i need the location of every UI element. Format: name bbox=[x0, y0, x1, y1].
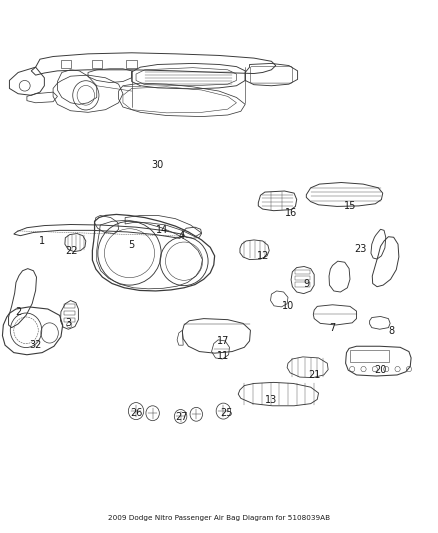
Bar bbox=[350, 351, 389, 362]
Text: 12: 12 bbox=[257, 251, 269, 261]
Text: 2009 Dodge Nitro Passenger Air Bag Diagram for 5108039AB: 2009 Dodge Nitro Passenger Air Bag Diagr… bbox=[108, 514, 330, 521]
Bar bbox=[64, 311, 75, 316]
Text: 30: 30 bbox=[152, 160, 164, 171]
Text: 5: 5 bbox=[128, 240, 135, 250]
Text: 27: 27 bbox=[176, 413, 188, 423]
Text: 1: 1 bbox=[39, 236, 45, 246]
Text: 11: 11 bbox=[217, 351, 230, 361]
Text: 16: 16 bbox=[285, 208, 297, 219]
Text: 3: 3 bbox=[65, 318, 71, 328]
Text: 8: 8 bbox=[389, 326, 395, 336]
Text: 23: 23 bbox=[355, 244, 367, 254]
Text: 20: 20 bbox=[374, 365, 387, 375]
Bar bbox=[294, 270, 310, 274]
Bar bbox=[61, 60, 71, 68]
Bar bbox=[64, 318, 75, 322]
Text: 32: 32 bbox=[29, 340, 42, 350]
Bar bbox=[92, 60, 102, 68]
Text: 14: 14 bbox=[156, 225, 168, 236]
Bar bbox=[64, 304, 75, 309]
Text: 4: 4 bbox=[179, 231, 185, 241]
Text: 13: 13 bbox=[265, 395, 278, 406]
Text: 17: 17 bbox=[217, 336, 230, 346]
Text: 7: 7 bbox=[329, 322, 336, 333]
Text: 21: 21 bbox=[308, 370, 320, 381]
Text: 22: 22 bbox=[66, 246, 78, 255]
Text: 15: 15 bbox=[344, 201, 356, 211]
Bar bbox=[294, 282, 310, 287]
Text: 25: 25 bbox=[220, 408, 233, 418]
Text: 2: 2 bbox=[15, 306, 21, 317]
Text: 10: 10 bbox=[282, 301, 294, 311]
Text: 9: 9 bbox=[303, 279, 309, 288]
Bar bbox=[127, 60, 137, 68]
Text: 26: 26 bbox=[130, 408, 142, 418]
Bar bbox=[294, 276, 310, 280]
